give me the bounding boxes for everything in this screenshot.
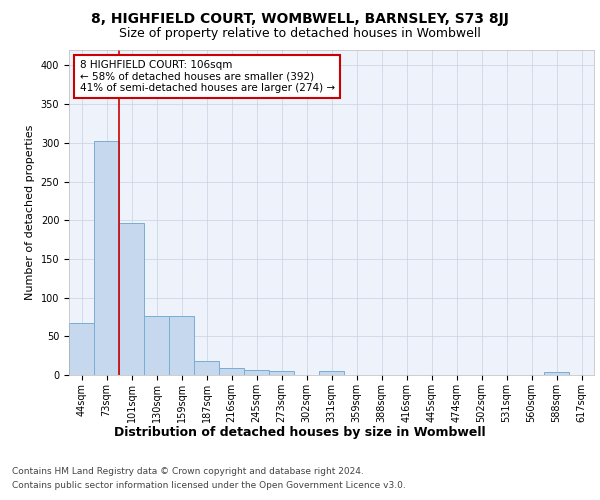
Bar bbox=[244, 370, 269, 375]
Bar bbox=[169, 316, 194, 375]
Y-axis label: Number of detached properties: Number of detached properties bbox=[25, 125, 35, 300]
Bar bbox=[269, 371, 294, 375]
Bar bbox=[194, 361, 219, 375]
Text: Contains public sector information licensed under the Open Government Licence v3: Contains public sector information licen… bbox=[12, 481, 406, 490]
Text: Contains HM Land Registry data © Crown copyright and database right 2024.: Contains HM Land Registry data © Crown c… bbox=[12, 468, 364, 476]
Text: 8 HIGHFIELD COURT: 106sqm
← 58% of detached houses are smaller (392)
41% of semi: 8 HIGHFIELD COURT: 106sqm ← 58% of detac… bbox=[79, 60, 335, 93]
Text: 8, HIGHFIELD COURT, WOMBWELL, BARNSLEY, S73 8JJ: 8, HIGHFIELD COURT, WOMBWELL, BARNSLEY, … bbox=[91, 12, 509, 26]
Bar bbox=[219, 368, 244, 375]
Text: Distribution of detached houses by size in Wombwell: Distribution of detached houses by size … bbox=[114, 426, 486, 439]
Bar bbox=[544, 372, 569, 375]
Bar bbox=[119, 222, 144, 375]
Bar bbox=[144, 316, 169, 375]
Bar bbox=[94, 142, 119, 375]
Text: Size of property relative to detached houses in Wombwell: Size of property relative to detached ho… bbox=[119, 28, 481, 40]
Bar bbox=[319, 371, 344, 375]
Bar bbox=[69, 323, 94, 375]
